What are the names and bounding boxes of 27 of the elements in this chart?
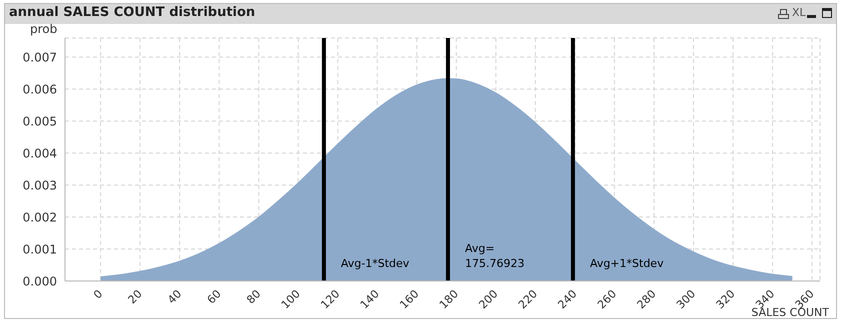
y-tick-label: 0.006 [22, 82, 57, 96]
y-axis-title: prob [30, 22, 58, 36]
x-tick-label: 320 [714, 287, 738, 312]
y-tick-label: 0.005 [22, 114, 57, 128]
chart-title: annual SALES COUNT distribution [9, 5, 256, 20]
y-tick-label: 0.002 [22, 210, 57, 224]
y-tick-label: 0.003 [22, 178, 57, 192]
x-tick-label: 300 [674, 287, 698, 312]
ref-line-label: Avg+1*Stdev [590, 257, 664, 270]
x-tick-label: 20 [126, 287, 145, 306]
x-tick-label: 160 [397, 287, 422, 312]
x-tick-label: 180 [436, 287, 461, 312]
y-tick-label: 0.007 [22, 50, 57, 64]
x-tick-label: 40 [165, 287, 184, 306]
x-tick-label: 140 [358, 287, 382, 312]
x-tick-label: 60 [204, 287, 224, 306]
x-tick-label: 80 [244, 287, 264, 306]
ref-line-label: Avg-1*Stdev [340, 257, 410, 270]
y-tick-label: 0.004 [22, 146, 57, 160]
x-tick-label: 120 [318, 287, 342, 312]
x-tick-label: 0 [91, 287, 106, 302]
x-axis-title: SALES COUNT [751, 306, 829, 319]
y-tick-label: 0.001 [22, 242, 57, 256]
ref-line-label: Avg= 175.76923 [464, 242, 524, 270]
y-tick-label: 0.000 [22, 274, 57, 288]
x-tick-label: 100 [278, 287, 303, 312]
text: XL [792, 6, 806, 19]
